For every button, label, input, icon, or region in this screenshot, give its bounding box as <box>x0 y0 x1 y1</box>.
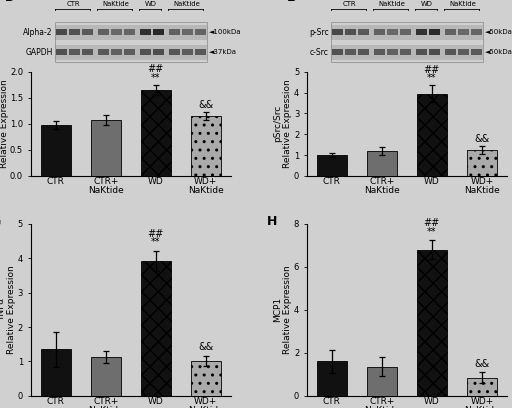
Bar <box>153 29 164 35</box>
Bar <box>331 22 483 62</box>
Text: D: D <box>5 0 15 4</box>
Bar <box>445 29 456 35</box>
Bar <box>358 29 369 35</box>
Bar <box>140 49 151 55</box>
Bar <box>69 29 79 35</box>
Text: ◄37kDa: ◄37kDa <box>209 49 237 55</box>
Bar <box>169 49 180 55</box>
Bar <box>317 155 347 176</box>
Bar <box>332 29 343 35</box>
Bar <box>429 29 440 35</box>
Text: WD: WD <box>421 1 433 7</box>
Y-axis label: Alpha 2
Relative Expression: Alpha 2 Relative Expression <box>0 80 9 168</box>
Bar <box>82 29 93 35</box>
Bar <box>153 49 164 55</box>
Text: WD+
NaKtide: WD+ NaKtide <box>173 0 200 7</box>
Bar <box>111 49 121 55</box>
Bar <box>56 49 67 55</box>
Text: ##
**: ## ** <box>147 228 164 247</box>
Text: H: H <box>267 215 277 228</box>
Bar <box>41 125 71 176</box>
Bar <box>195 29 206 35</box>
Bar <box>387 49 398 55</box>
Bar <box>91 357 121 396</box>
Y-axis label: TNFα
Relative Expression: TNFα Relative Expression <box>0 266 16 354</box>
Bar <box>98 49 109 55</box>
Text: CTR+
NaKtide: CTR+ NaKtide <box>378 0 405 7</box>
Bar <box>417 94 447 176</box>
Bar <box>417 250 447 396</box>
Bar <box>387 29 398 35</box>
Text: ##
**: ## ** <box>424 218 440 237</box>
Text: &&: && <box>198 100 214 110</box>
Bar <box>55 22 207 62</box>
Text: WD+
NaKtide: WD+ NaKtide <box>449 0 476 7</box>
Bar <box>345 29 356 35</box>
Bar <box>69 49 79 55</box>
Bar <box>367 151 397 176</box>
Bar <box>91 120 121 176</box>
Bar <box>374 49 385 55</box>
Text: &&: && <box>474 134 489 144</box>
Bar <box>82 49 93 55</box>
Text: &&: && <box>474 359 489 369</box>
Text: ◄50kDa: ◄50kDa <box>485 49 512 55</box>
Bar <box>124 29 135 35</box>
Text: CTR+
NaKtide: CTR+ NaKtide <box>102 0 129 7</box>
Text: G: G <box>0 215 1 228</box>
Text: ◄50kDa: ◄50kDa <box>485 29 512 35</box>
Bar <box>445 49 456 55</box>
Text: p-Src: p-Src <box>309 28 329 37</box>
Bar <box>416 29 426 35</box>
Bar <box>345 49 356 55</box>
Bar <box>374 29 385 35</box>
Text: WD: WD <box>145 1 157 7</box>
Bar <box>182 49 193 55</box>
Text: &&: && <box>198 342 214 352</box>
Bar <box>141 90 171 176</box>
Bar <box>467 150 497 176</box>
Bar <box>55 45 207 60</box>
Bar <box>98 29 109 35</box>
Text: c-Src: c-Src <box>310 48 329 57</box>
Bar <box>317 361 347 396</box>
Text: ##
**: ## ** <box>147 64 164 83</box>
Bar <box>111 29 121 35</box>
Bar <box>367 367 397 396</box>
Bar <box>332 49 343 55</box>
Bar <box>182 29 193 35</box>
Bar <box>467 377 497 396</box>
Bar <box>416 49 426 55</box>
Text: E: E <box>287 0 295 4</box>
Bar <box>358 49 369 55</box>
Bar <box>124 49 135 55</box>
Y-axis label: MCP1
Relative Expression: MCP1 Relative Expression <box>273 266 292 354</box>
Bar <box>400 49 411 55</box>
Bar <box>471 49 482 55</box>
Bar <box>400 29 411 35</box>
Bar <box>140 29 151 35</box>
Bar <box>191 361 221 396</box>
Bar <box>41 349 71 396</box>
Bar <box>195 49 206 55</box>
Bar <box>331 25 483 40</box>
Text: ◄100kDa: ◄100kDa <box>209 29 241 35</box>
Text: GAPDH: GAPDH <box>26 48 53 57</box>
Text: CTR: CTR <box>343 1 356 7</box>
Bar <box>331 45 483 60</box>
Bar <box>458 49 468 55</box>
Bar <box>191 116 221 176</box>
Text: Alpha-2: Alpha-2 <box>23 28 53 37</box>
Bar <box>169 29 180 35</box>
Text: ##
**: ## ** <box>424 64 440 83</box>
Y-axis label: pSrc/Src
Relative Expression: pSrc/Src Relative Expression <box>273 80 292 168</box>
Bar <box>141 261 171 396</box>
Bar <box>458 29 468 35</box>
Bar <box>56 29 67 35</box>
Bar <box>471 29 482 35</box>
Bar <box>429 49 440 55</box>
Text: CTR: CTR <box>67 1 80 7</box>
Bar <box>55 25 207 40</box>
